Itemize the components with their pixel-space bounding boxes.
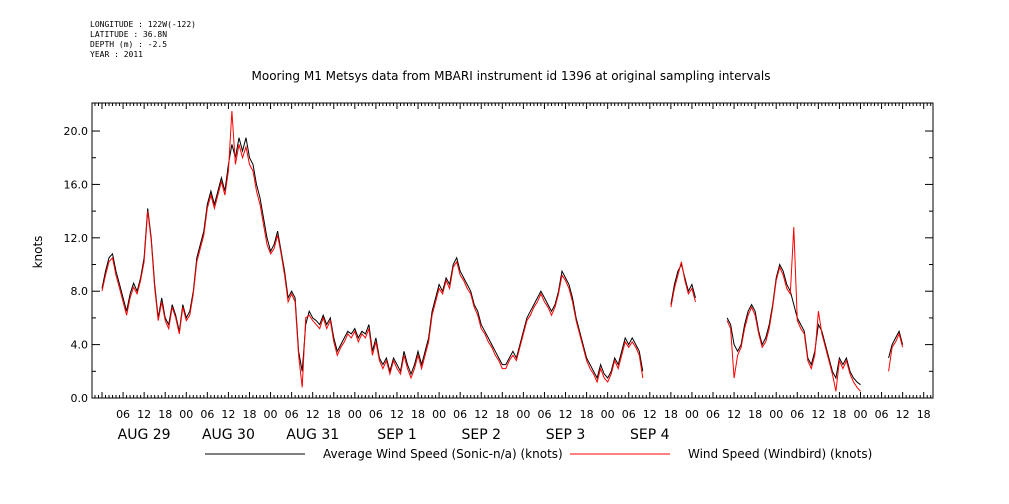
x-hour-tick-label: 00 xyxy=(769,408,783,421)
x-hour-tick-label: 18 xyxy=(158,408,172,421)
x-day-label: SEP 2 xyxy=(461,427,501,443)
latitude-label: LATITUDE : 36.8N xyxy=(90,30,168,39)
x-day-label: SEP 4 xyxy=(630,427,670,443)
x-hour-tick-label: 18 xyxy=(411,408,425,421)
x-hour-tick-label: 18 xyxy=(580,408,594,421)
x-hour-tick-label: 12 xyxy=(474,408,488,421)
plot-frame xyxy=(91,102,934,399)
x-hour-tick-label: 18 xyxy=(664,408,678,421)
y-tick-label: 0.0 xyxy=(71,392,89,405)
x-day-label: SEP 3 xyxy=(546,427,586,443)
series-line-sonic xyxy=(726,263,861,386)
year-label: YEAR : 2011 xyxy=(90,50,143,59)
x-hour-tick-label: 06 xyxy=(622,408,636,421)
x-hour-tick-label: 12 xyxy=(559,408,573,421)
x-hour-tick-label: 00 xyxy=(348,408,362,421)
x-hour-tick-label: 12 xyxy=(811,408,825,421)
x-hour-tick-label: 06 xyxy=(875,408,889,421)
x-hour-tick-label: 06 xyxy=(706,408,720,421)
x-hour-tick-label: 00 xyxy=(516,408,530,421)
metadata-block: LONGITUDE : 122W(-122) LATITUDE : 36.8N … xyxy=(90,20,196,60)
legend: Average Wind Speed (Sonic-n/a) (knots) W… xyxy=(205,447,872,461)
legend-label-sonic: Average Wind Speed (Sonic-n/a) (knots) xyxy=(323,447,563,461)
x-hour-tick-label: 00 xyxy=(853,408,867,421)
x-hour-tick-label: 06 xyxy=(116,408,130,421)
x-hour-tick-label: 18 xyxy=(748,408,762,421)
x-hour-tick-label: 06 xyxy=(453,408,467,421)
x-hour-tick-label: 00 xyxy=(264,408,278,421)
x-hour-tick-label: 18 xyxy=(327,408,341,421)
x-hour-tick-label: 00 xyxy=(432,408,446,421)
x-hour-tick-label: 06 xyxy=(790,408,804,421)
axis-ticks: 0.0 4.0 8.0 12.0 16.0 20.0 06 12 18 00 06 12 18 00 06 1… xyxy=(64,103,933,443)
x-hour-tick-label: 12 xyxy=(727,408,741,421)
x-hour-tick-label: 12 xyxy=(306,408,320,421)
x-hour-tick-label: 06 xyxy=(369,408,383,421)
x-hour-tick-label: 00 xyxy=(685,408,699,421)
x-day-label: AUG 30 xyxy=(202,427,255,443)
series-line-windbird xyxy=(670,261,696,308)
chart-title: Mooring M1 Metsys data from MBARI instru… xyxy=(252,69,771,83)
legend-label-windbird: Wind Speed (Windbird) (knots) xyxy=(688,447,872,461)
y-tick-label: 4.0 xyxy=(71,339,89,352)
x-hour-tick-label: 18 xyxy=(495,408,509,421)
series-line-windbird xyxy=(726,227,861,392)
series-line-sonic xyxy=(888,329,904,359)
y-tick-label: 12.0 xyxy=(64,232,89,245)
x-hour-tick-label: 00 xyxy=(179,408,193,421)
x-hour-tick-label: 18 xyxy=(832,408,846,421)
series-line-windbird xyxy=(101,110,644,388)
series-line-windbird xyxy=(888,332,904,372)
data-lines xyxy=(101,110,904,392)
x-hour-tick-label: 18 xyxy=(242,408,256,421)
x-hour-tick-label: 12 xyxy=(137,408,151,421)
x-hour-tick-label: 12 xyxy=(221,408,235,421)
x-hour-tick-label: 18 xyxy=(917,408,931,421)
x-hour-tick-label: 06 xyxy=(537,408,551,421)
x-hour-tick-label: 00 xyxy=(601,408,615,421)
series-line-sonic xyxy=(101,137,644,380)
x-day-label: AUG 31 xyxy=(286,427,339,443)
x-day-label: SEP 1 xyxy=(377,427,417,443)
y-tick-label: 20.0 xyxy=(64,125,89,138)
x-hour-tick-label: 12 xyxy=(390,408,404,421)
x-hour-tick-label: 06 xyxy=(200,408,214,421)
x-hour-tick-label: 06 xyxy=(285,408,299,421)
x-day-label: AUG 29 xyxy=(118,427,171,443)
y-axis-label: knots xyxy=(31,236,45,269)
x-hour-tick-label: 12 xyxy=(643,408,657,421)
depth-label: DEPTH (m) : -2.5 xyxy=(90,40,168,49)
longitude-label: LONGITUDE : 122W(-122) xyxy=(90,20,196,29)
x-hour-tick-label: 12 xyxy=(896,408,910,421)
y-tick-label: 16.0 xyxy=(64,178,89,191)
y-tick-label: 8.0 xyxy=(71,285,89,298)
